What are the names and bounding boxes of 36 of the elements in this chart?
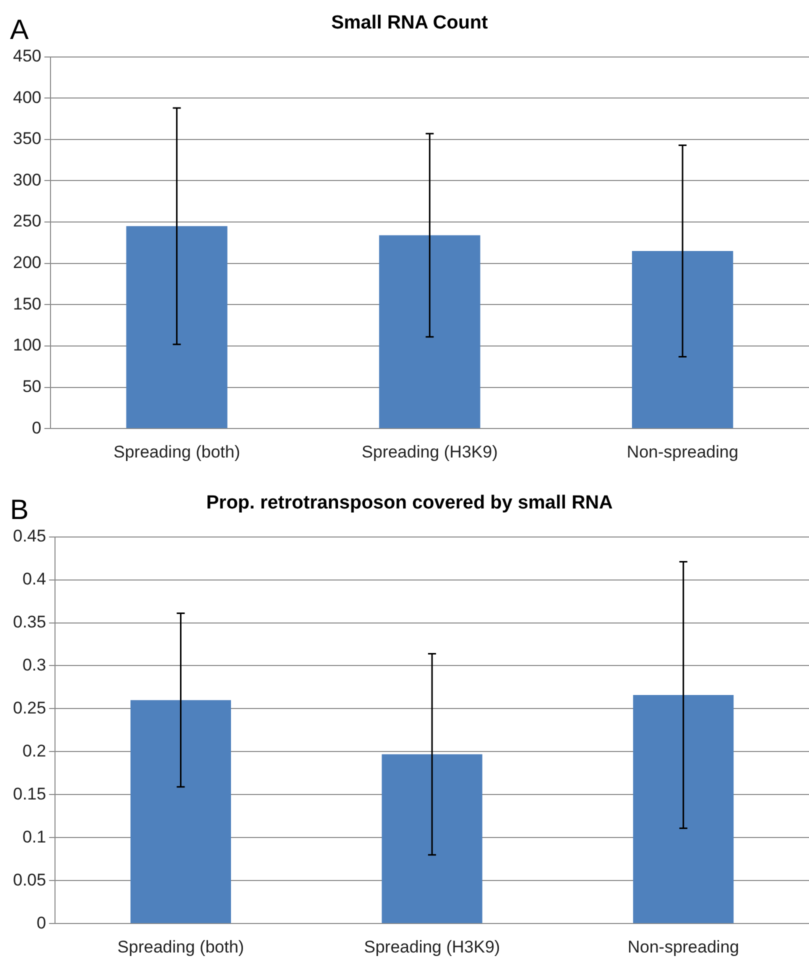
y-tick-label: 0 xyxy=(36,913,46,932)
text: A xyxy=(10,14,29,46)
y-tick-label: 0.15 xyxy=(12,784,46,804)
y-tick-label: 200 xyxy=(12,253,42,272)
y-tick-label: 350 xyxy=(12,129,42,148)
bar xyxy=(130,700,231,924)
x-tick-label: Spreading (H3K9) xyxy=(362,442,498,462)
chart-title: Prop. retrotransposon covered by small RNA xyxy=(206,492,614,514)
y-tick-label: 400 xyxy=(12,88,42,107)
y-tick-label: 150 xyxy=(12,294,42,314)
y-tick-label: 0.4 xyxy=(22,569,46,588)
y-tick-label: 0.35 xyxy=(12,612,46,632)
bar xyxy=(633,694,734,924)
y-tick-label: 0 xyxy=(32,418,42,438)
y-tick-label: 300 xyxy=(12,170,42,190)
x-tick-label: Non-spreading xyxy=(628,937,740,956)
y-tick-label: 0.25 xyxy=(12,698,46,718)
y-tick-label: 250 xyxy=(12,212,42,231)
x-tick-label: Spreading (H3K9) xyxy=(364,937,500,956)
y-tick-label: 0.45 xyxy=(12,526,46,546)
bar xyxy=(379,235,480,428)
x-tick-label: Non-spreading xyxy=(626,442,738,462)
y-tick-label: 0.3 xyxy=(22,655,46,674)
y-tick-label: 0.1 xyxy=(22,827,46,846)
y-tick-label: 0.2 xyxy=(22,741,46,760)
bar xyxy=(126,226,228,428)
bar xyxy=(632,250,734,428)
x-tick-label: Spreading (both) xyxy=(117,937,244,956)
bar xyxy=(382,754,482,924)
chart-title: Small RNA Count xyxy=(331,12,488,34)
y-tick-label: 100 xyxy=(12,336,42,355)
y-tick-label: 50 xyxy=(22,376,42,396)
text: B xyxy=(10,494,29,526)
y-tick-label: 450 xyxy=(12,46,42,66)
y-tick-label: 0.05 xyxy=(12,870,46,890)
x-tick-label: Spreading (both) xyxy=(113,442,240,462)
